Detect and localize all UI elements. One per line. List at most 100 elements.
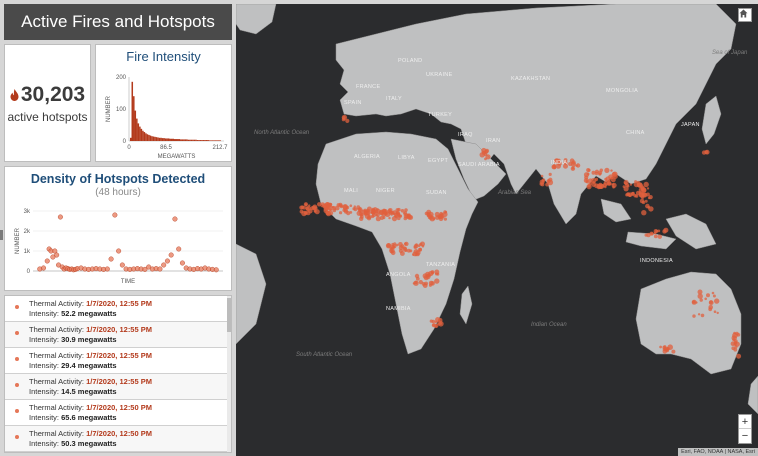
fire-hotspot[interactable] xyxy=(610,169,613,172)
side-panel-toggle[interactable] xyxy=(0,230,3,240)
fire-hotspot[interactable] xyxy=(308,204,311,207)
fire-hotspot[interactable] xyxy=(317,202,322,207)
fire-hotspot[interactable] xyxy=(484,148,490,153)
fire-hotspot[interactable] xyxy=(569,158,575,163)
fire-hotspot[interactable] xyxy=(713,310,717,314)
fire-hotspot[interactable] xyxy=(412,253,415,256)
fire-hotspot[interactable] xyxy=(434,324,438,328)
fire-hotspot[interactable] xyxy=(692,314,696,318)
fire-hotspot[interactable] xyxy=(736,353,742,359)
fire-hotspot[interactable] xyxy=(332,208,337,213)
fire-hotspot[interactable] xyxy=(626,192,631,197)
home-button[interactable] xyxy=(738,8,752,22)
density-point[interactable] xyxy=(108,256,114,262)
fire-hotspot[interactable] xyxy=(367,214,372,220)
fire-hotspot[interactable] xyxy=(404,242,407,246)
fire-hotspot[interactable] xyxy=(633,194,637,198)
list-item[interactable]: Thermal Activity: 1/7/2020, 12:55 PM Inte… xyxy=(5,322,231,348)
list-item[interactable]: Thermal Activity: 1/7/2020, 12:50 PM Inte… xyxy=(5,426,231,452)
fire-hotspot[interactable] xyxy=(353,205,356,208)
fire-hotspot[interactable] xyxy=(611,183,615,186)
fire-hotspot[interactable] xyxy=(711,291,715,295)
fire-hotspot[interactable] xyxy=(344,209,348,214)
density-point[interactable] xyxy=(52,248,58,254)
fire-hotspot[interactable] xyxy=(588,178,593,183)
fire-hotspot[interactable] xyxy=(643,181,649,188)
fire-hotspot[interactable] xyxy=(345,118,350,123)
fire-hotspot[interactable] xyxy=(418,247,422,252)
fire-hotspot[interactable] xyxy=(647,196,651,200)
fire-hotspot[interactable] xyxy=(699,298,703,302)
fire-hotspot[interactable] xyxy=(610,177,616,183)
fire-hotspot[interactable] xyxy=(398,245,404,251)
fire-hotspot[interactable] xyxy=(591,182,597,188)
density-point[interactable] xyxy=(119,262,125,268)
density-point[interactable] xyxy=(213,267,219,273)
fire-hotspot[interactable] xyxy=(403,213,409,219)
fire-hotspot[interactable] xyxy=(406,248,411,253)
fire-hotspot[interactable] xyxy=(571,166,575,170)
fire-hotspot[interactable] xyxy=(540,174,544,178)
fire-hotspot[interactable] xyxy=(402,247,408,252)
fire-hotspot[interactable] xyxy=(383,211,388,216)
density-point[interactable] xyxy=(41,265,47,271)
fire-hotspot[interactable] xyxy=(600,184,605,188)
fire-hotspot[interactable] xyxy=(434,278,440,284)
fire-hotspot[interactable] xyxy=(312,204,318,210)
fire-hotspot[interactable] xyxy=(636,182,643,188)
list-item[interactable]: Thermal Activity: 1/7/2020, 12:55 PM Inte… xyxy=(5,296,231,322)
density-point[interactable] xyxy=(168,252,174,258)
fire-hotspot[interactable] xyxy=(663,227,669,233)
fire-hotspot[interactable] xyxy=(400,209,405,213)
fire-hotspot[interactable] xyxy=(662,347,667,352)
density-point[interactable] xyxy=(161,262,167,268)
fire-hotspot[interactable] xyxy=(370,208,377,215)
fire-hotspot[interactable] xyxy=(734,339,738,344)
list-item[interactable]: Thermal Activity: 1/7/2020, 12:50 PM Inte… xyxy=(5,400,231,426)
fire-hotspot[interactable] xyxy=(691,300,696,304)
density-point[interactable] xyxy=(112,212,118,218)
fire-hotspot[interactable] xyxy=(331,205,334,209)
fire-hotspot[interactable] xyxy=(363,212,368,216)
fire-hotspot[interactable] xyxy=(563,158,568,162)
fire-hotspot[interactable] xyxy=(430,271,435,275)
zoom-control[interactable]: + − xyxy=(738,414,752,444)
density-point[interactable] xyxy=(142,266,148,272)
fire-hotspot[interactable] xyxy=(641,193,645,197)
density-point[interactable] xyxy=(54,252,60,258)
density-point[interactable] xyxy=(164,258,170,264)
fire-hotspot[interactable] xyxy=(645,192,650,197)
list-scroll-thumb[interactable] xyxy=(227,298,231,332)
density-point[interactable] xyxy=(179,260,185,266)
fire-hotspot[interactable] xyxy=(481,150,486,155)
fire-hotspot[interactable] xyxy=(612,185,615,189)
fire-hotspot[interactable] xyxy=(485,154,491,160)
fire-hotspot[interactable] xyxy=(557,161,562,166)
fire-hotspot[interactable] xyxy=(396,211,399,214)
fire-hotspot[interactable] xyxy=(435,317,441,323)
fire-hotspot[interactable] xyxy=(697,313,701,316)
fire-hotspot[interactable] xyxy=(548,172,552,176)
list-item[interactable]: Thermal Activity: 1/7/2020, 12:55 PM Inte… xyxy=(5,348,231,374)
density-point[interactable] xyxy=(157,266,163,272)
fire-hotspot[interactable] xyxy=(671,349,676,354)
fire-hotspot[interactable] xyxy=(415,276,420,281)
fire-hotspot[interactable] xyxy=(714,298,720,304)
fire-hotspot[interactable] xyxy=(597,170,603,175)
fire-hotspot[interactable] xyxy=(650,232,654,236)
fire-hotspot[interactable] xyxy=(697,293,703,299)
fire-hotspot[interactable] xyxy=(349,204,353,207)
fire-hotspot[interactable] xyxy=(359,216,364,221)
fire-hotspot[interactable] xyxy=(442,211,448,217)
fire-hotspot[interactable] xyxy=(413,280,419,286)
fire-hotspot[interactable] xyxy=(626,184,630,188)
fire-hotspot[interactable] xyxy=(388,210,393,215)
fire-hotspot[interactable] xyxy=(389,246,393,250)
fire-hotspot[interactable] xyxy=(427,273,431,278)
fire-hotspot[interactable] xyxy=(305,206,310,211)
world-map[interactable]: MONGOLIA KAZAKHSTAN UKRAINE POLAND FRANC… xyxy=(236,4,758,456)
zoom-out-button[interactable]: − xyxy=(741,430,749,442)
thermal-activity-list[interactable]: Thermal Activity: 1/7/2020, 12:55 PM Inte… xyxy=(4,295,232,453)
fire-hotspot[interactable] xyxy=(640,186,645,191)
fire-hotspot[interactable] xyxy=(646,187,650,190)
